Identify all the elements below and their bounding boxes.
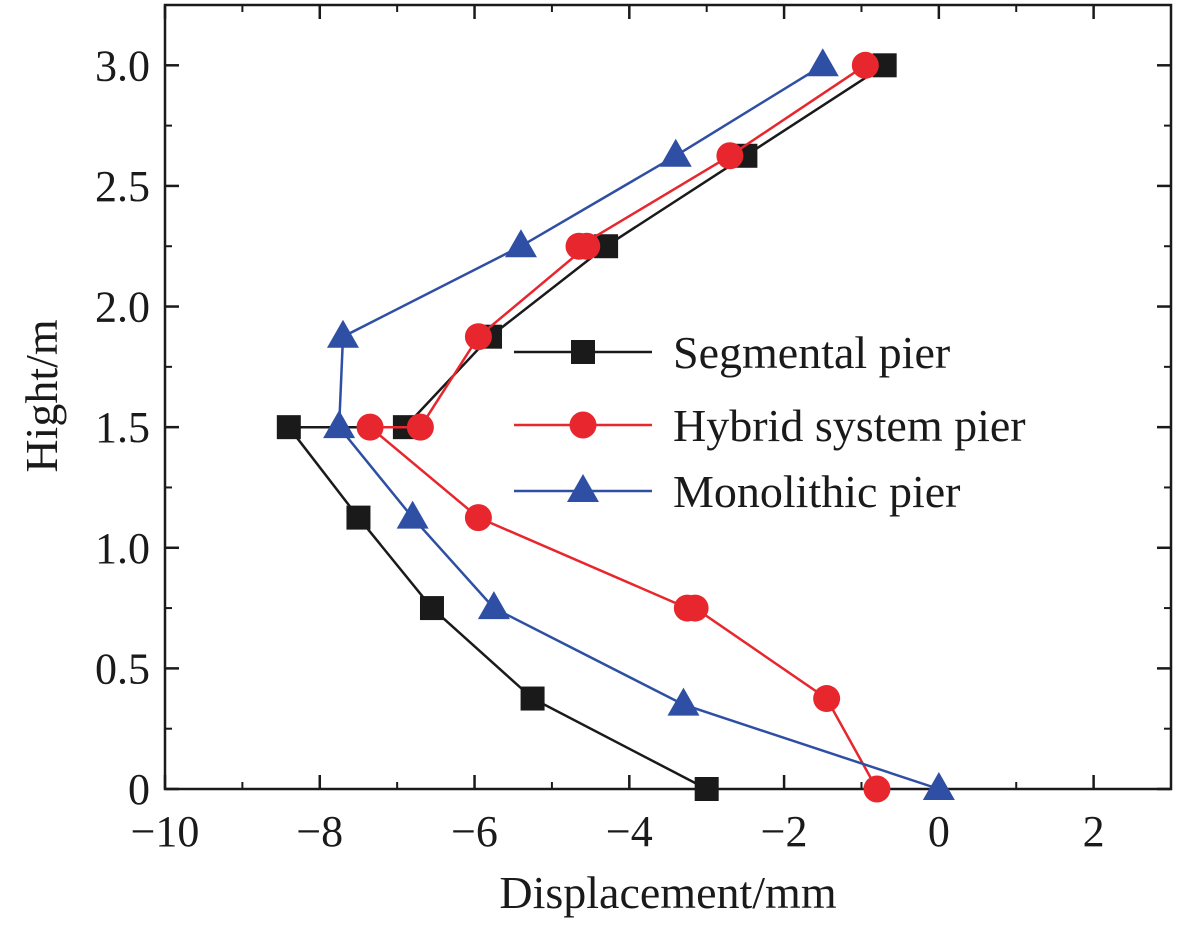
y-tick-label: 3.0 [95,41,150,90]
data-point-monolithic-pier [326,319,359,348]
x-tick-label: 2 [1083,807,1105,856]
legend-label-segmental-pier: Segmental pier [673,327,950,378]
data-point-hybrid-system-pier [464,504,492,532]
x-tick-label: 0 [928,807,950,856]
data-point-monolithic-pier [396,500,429,529]
data-point-hybrid-system-pier [356,413,384,441]
y-tick-label: 1.5 [95,403,150,452]
y-tick-label: 2.0 [95,283,150,332]
data-point-hybrid-system-pier [565,232,593,260]
legend-marker-hybrid-system-pier [569,411,597,439]
legend-marker-monolithic-pier [567,474,599,502]
data-point-hybrid-system-pier [673,594,701,622]
data-point-hybrid-system-pier [813,685,841,713]
data-point-segmental-pier [276,415,301,440]
data-point-hybrid-system-pier [716,142,744,170]
y-axis-title: Hight/m [16,319,67,473]
data-point-hybrid-system-pier [863,775,891,803]
y-tick-label: 2.5 [95,162,150,211]
data-point-segmental-pier [694,777,719,801]
data-point-hybrid-system-pier [464,323,492,351]
legend-label-hybrid-system-pier: Hybrid system pier [673,400,1026,451]
plot-border [163,3,1173,791]
data-point-hybrid-system-pier [406,413,434,441]
x-tick-label: −2 [761,807,808,856]
data-point-segmental-pier [346,505,371,530]
plot-frame [163,3,1173,791]
data-point-segmental-pier [419,596,444,621]
series-layer [276,48,955,803]
legend-marker-segmental-pier [571,340,595,364]
x-tick-label: −4 [606,807,653,856]
data-point-monolithic-pier [504,229,537,258]
x-axis-title: Displacement/mm [499,867,836,918]
legend-item-hybrid-system-pier: Hybrid system pier [514,400,1026,451]
x-tick-label: −10 [131,807,200,856]
data-point-monolithic-pier [323,410,356,439]
data-point-hybrid-system-pier [851,51,879,79]
data-point-monolithic-pier [477,591,510,620]
legend-label-monolithic-pier: Monolithic pier [673,466,960,517]
data-point-monolithic-pier [659,138,692,167]
series-hybrid-system-pier [356,51,891,803]
data-point-monolithic-pier [922,772,955,800]
series-line-hybrid-system-pier [366,64,878,790]
legend-item-segmental-pier: Segmental pier [514,327,950,378]
y-tick-label: 0.5 [95,644,150,693]
data-point-monolithic-pier [667,687,700,716]
y-tick-label: 1.0 [95,524,150,573]
axis-ticks: −10 −8 −6 −4 −2 0 2 0 0.5 1.0 1.5 2.0 2.5 3.0 [95,5,1171,856]
x-tick-label: −6 [451,807,498,856]
legend-item-monolithic-pier: Monolithic pier [514,466,960,517]
series-monolithic-pier [323,48,955,800]
x-tick-label: −8 [296,807,343,856]
data-point-monolithic-pier [806,48,839,77]
data-point-segmental-pier [520,686,545,711]
y-tick-label: 0 [128,765,150,814]
legend: Segmental pier Hybrid system pier Monolith… [514,327,1026,517]
